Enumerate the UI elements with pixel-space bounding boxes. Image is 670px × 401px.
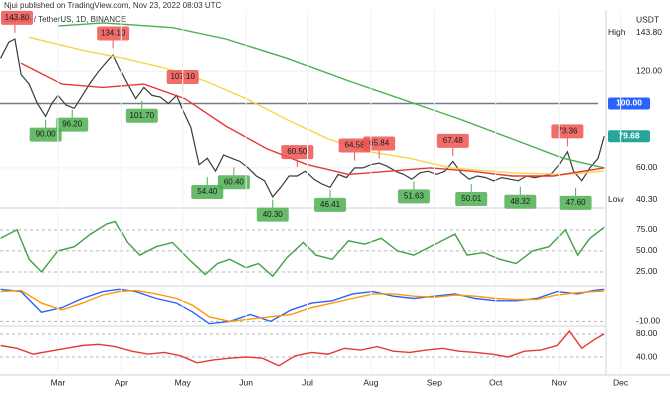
series-line	[0, 288, 605, 325]
annotation-label: 60.40	[224, 177, 245, 186]
y-tick-label: 80.00	[636, 328, 658, 338]
annotation-label: 134.10	[101, 29, 126, 38]
series-line	[0, 220, 605, 278]
x-tick-label: Oct	[489, 377, 503, 387]
low-label: 40.30	[636, 194, 658, 204]
annotation-label: 46.41	[320, 200, 341, 209]
annotation-label: 67.48	[443, 136, 464, 145]
series-line	[0, 329, 605, 367]
annotation-label: 48.32	[510, 197, 531, 206]
annotation-box	[56, 117, 89, 132]
low-caption: Low	[608, 194, 624, 204]
high-label: 143.80	[636, 27, 662, 37]
annotation-box	[436, 133, 469, 148]
annotation-label: 50.01	[461, 194, 482, 203]
x-tick-label: Jun	[239, 377, 253, 387]
y-tick-label: 75.00	[636, 224, 658, 234]
annotation-label: 47.60	[566, 198, 587, 207]
annotation-box	[125, 108, 158, 123]
x-tick-label: Mar	[51, 377, 66, 387]
price-tag	[608, 97, 650, 110]
annotation-label: 90.00	[36, 130, 57, 139]
y-tick-label: 40.00	[636, 351, 658, 361]
x-tick-label: Dec	[613, 377, 629, 387]
annotation-box	[338, 138, 371, 153]
annotation-label: 65.84	[369, 139, 390, 148]
high-caption: High	[608, 27, 626, 37]
annotation-box	[455, 192, 488, 207]
annotation-box	[1, 10, 33, 25]
annotation-label: 40.30	[263, 210, 284, 219]
price-tag-label: 100.00	[616, 98, 642, 108]
last-price-tag	[608, 130, 650, 143]
y-tick-label: 50.00	[636, 245, 658, 255]
annotation-label: 64.58	[345, 141, 366, 150]
annotation-label: 51.63	[404, 192, 425, 201]
unit: USDT	[636, 14, 659, 24]
annotation-label: 60.50	[287, 147, 308, 156]
annotation-label: 143.80	[5, 13, 30, 22]
x-tick-label: Apr	[115, 377, 128, 387]
annotation-box	[559, 195, 592, 210]
x-tick-label: May	[175, 377, 192, 387]
symbol: Litecoin / TetherUS, 1D, BINANCE	[4, 15, 126, 24]
annotation-label: 73.36	[557, 127, 578, 136]
annotation-label: 96.20	[62, 120, 83, 129]
annotation-box	[314, 197, 347, 212]
y-tick-label: 60.00	[636, 162, 658, 172]
x-tick-label: Aug	[363, 377, 378, 387]
last-price-label: 79.68	[618, 130, 640, 140]
annotation-label: 54.40	[197, 187, 218, 196]
annotation-box	[191, 184, 224, 199]
y-tick-label: 120.00	[636, 65, 662, 75]
annotation-box	[281, 145, 314, 160]
series-line	[0, 38, 605, 198]
y-tick-label: -10.00	[636, 316, 660, 326]
x-tick-label: Nov	[552, 377, 568, 387]
annotation-box	[256, 207, 289, 222]
annotation-box	[504, 194, 537, 209]
annotation-box	[217, 175, 250, 190]
x-tick-label: Sep	[427, 377, 442, 387]
x-tick-label: Jul	[302, 377, 313, 387]
annotation-label: 101.70	[130, 111, 155, 120]
series-line	[0, 289, 605, 323]
annotation-box	[29, 127, 62, 142]
publisher: Njui published on TradingView.com, Nov 2…	[4, 1, 222, 10]
series-line	[57, 22, 605, 169]
y-tick-label: 25.00	[636, 266, 658, 276]
annotation-box	[397, 189, 430, 204]
